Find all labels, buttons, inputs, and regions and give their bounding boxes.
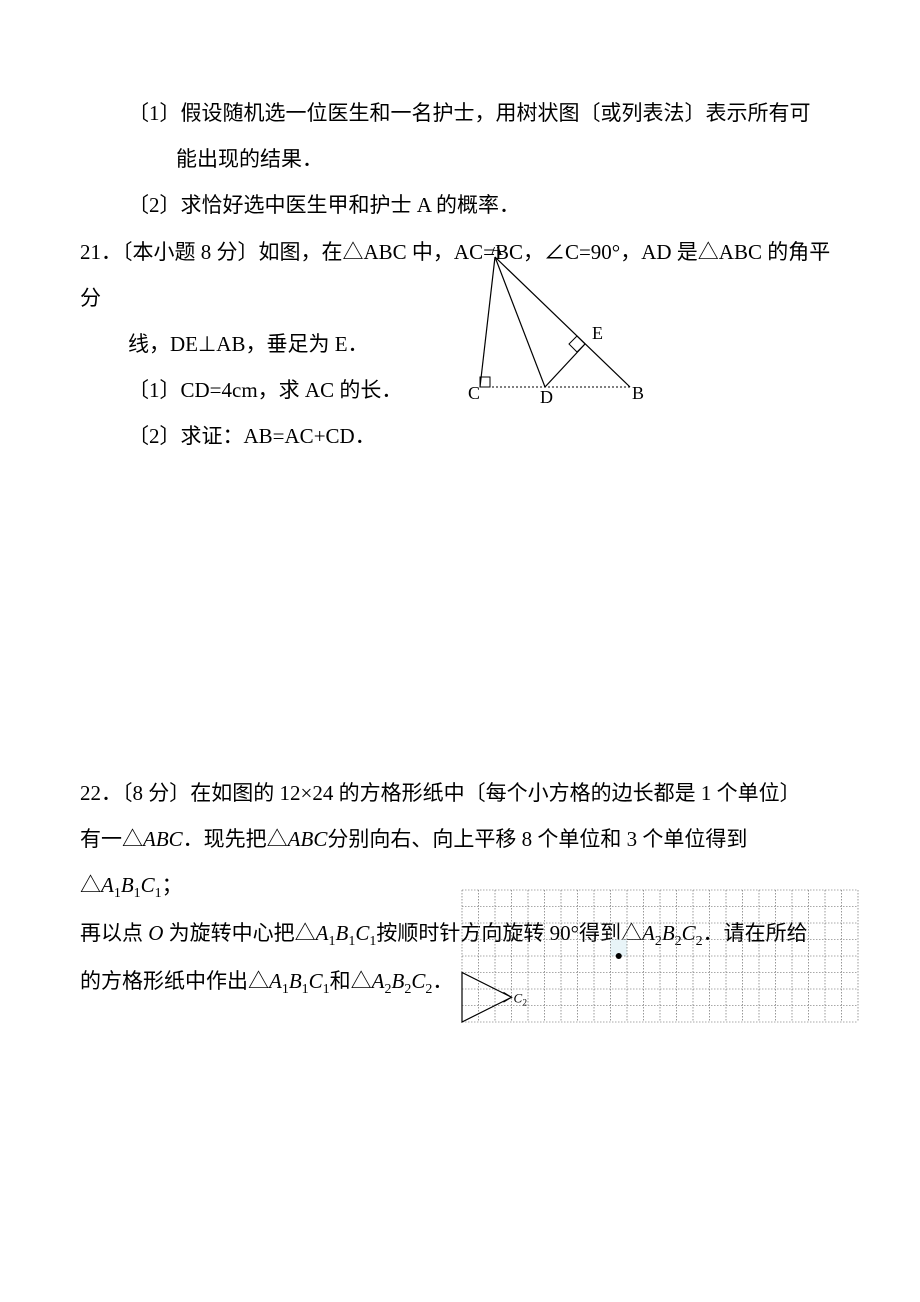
label-e: E (592, 323, 603, 343)
q22-c1-2: C (355, 921, 369, 945)
q22-a1: A (101, 873, 114, 897)
label-a: A (490, 247, 503, 259)
q21-container: 21．〔本小题 8 分〕如图，在△ABC 中，AC=BC，∠C=90°，AD 是… (80, 229, 840, 460)
q22-b1-sub: 1 (134, 886, 141, 901)
q22-number: 22． (80, 781, 122, 805)
q22-line4-c: ． (432, 969, 453, 993)
q22-b1-2: B (336, 921, 349, 945)
q22-line1-text: 〔8 分〕在如图的 12×24 的方格形纸中〔每个小方格的边长都是 1 个单位〕 (122, 781, 801, 805)
q22-line4-b: 和△ (330, 969, 372, 993)
label-c: C (468, 383, 480, 403)
q20-part1-line1: 〔1〕假设随机选一位医生和一名护士，用树状图〔或列表法〕表示所有可 (80, 90, 840, 136)
q20-part1-line2: 能出现的结果． (80, 136, 840, 182)
q22-c1-sub: 1 (155, 886, 162, 901)
q21-number: 21． (80, 240, 122, 264)
q22-line1: 22．〔8 分〕在如图的 12×24 的方格形纸中〔每个小方格的边长都是 1 个… (80, 770, 840, 816)
svg-text:2: 2 (523, 997, 528, 1007)
q22-c1-3-sub: 1 (323, 982, 330, 997)
q22-b1: B (121, 873, 134, 897)
q22-abc-2: ABC (288, 827, 328, 851)
q22-c2-2: C (411, 969, 425, 993)
q22-line3-b: 为旋转中心把△ (163, 921, 315, 945)
svg-text:C: C (514, 990, 523, 1005)
q21-part1: 〔1〕CD=4cm，求 AC 的长． (80, 367, 450, 413)
q22-a1-2: A (316, 921, 329, 945)
q22-a1-2-sub: 1 (329, 934, 336, 949)
q22-b2-2: B (392, 969, 405, 993)
q22-a1-sub: 1 (114, 886, 121, 901)
q22-grid-diagram: C2 (460, 888, 860, 1040)
q22-o: O (148, 921, 163, 945)
q20-part2: 〔2〕求恰好选中医生甲和护士 A 的概率． (80, 182, 840, 228)
q22-a2-2-sub: 2 (385, 982, 392, 997)
line-ca (480, 257, 495, 387)
q22-a1-3: A (269, 969, 282, 993)
q21-stem-line2: 线，DE⊥AB，垂足为 E． (80, 321, 450, 367)
triangle-diagram-svg: A B C D E (440, 247, 660, 407)
right-angle-e-icon (569, 336, 585, 352)
q21-part2: 〔2〕求证：AB=AC+CD． (80, 413, 450, 459)
q22-b1-3: B (289, 969, 302, 993)
q22-b1-3-sub: 1 (302, 982, 309, 997)
q22-a2-2: A (372, 969, 385, 993)
label-d: D (540, 387, 553, 407)
q22-line3-a: 再以点 (80, 921, 148, 945)
q22-c1-3: C (309, 969, 323, 993)
q22-c1: C (141, 873, 155, 897)
line-ad (495, 257, 545, 387)
q22-a1-3-sub: 1 (282, 982, 289, 997)
q22-line4-a: 的方格形纸中作出△ (80, 969, 269, 993)
q22-line4: 的方格形纸中作出△A1B1C1和△A2B2C2． (80, 958, 460, 1006)
q22-container: 22．〔8 分〕在如图的 12×24 的方格形纸中〔每个小方格的边长都是 1 个… (80, 770, 840, 1006)
q22-line2-b: ．现先把△ (183, 827, 288, 851)
q22-abc-1: ABC (143, 827, 183, 851)
label-b: B (632, 383, 644, 403)
grid-svg: C2 (460, 888, 860, 1024)
q22-line2-a: 有一△ (80, 827, 143, 851)
q21-diagram: A B C D E (440, 247, 660, 423)
